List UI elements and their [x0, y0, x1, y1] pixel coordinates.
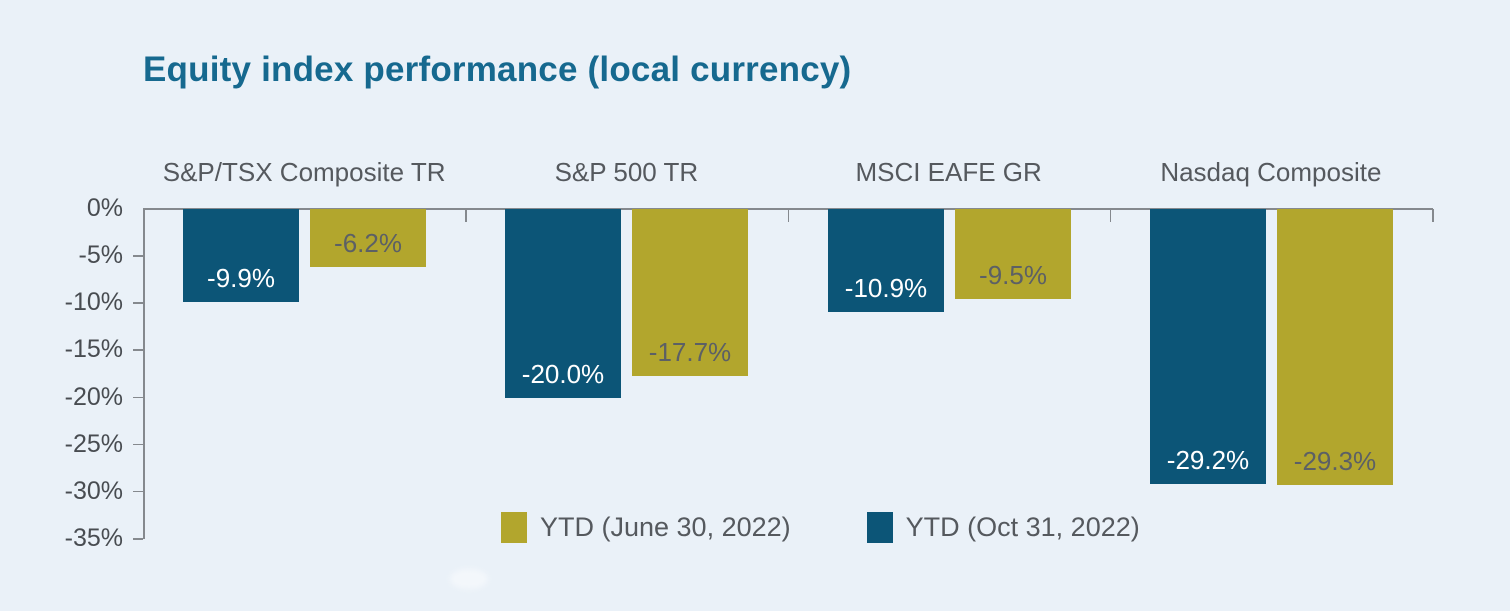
category-label: S&P/TSX Composite TR [162, 157, 446, 187]
category-label: Nasdaq Composite [1160, 157, 1382, 187]
bar-value-label: -17.7% [648, 337, 732, 367]
x-tick [787, 209, 789, 222]
x-tick [465, 209, 467, 222]
bar: -20.0% [505, 209, 621, 398]
y-tick [133, 396, 143, 399]
bar-value-label: -20.0% [521, 359, 605, 389]
y-axis-line [143, 208, 145, 539]
category-label: S&P 500 TR [554, 157, 699, 187]
y-tick [133, 302, 143, 304]
bar-value-label: -29.3% [1293, 446, 1377, 476]
bar: -17.7% [632, 209, 748, 376]
y-tick-label: -5% [78, 241, 123, 270]
bar: -9.5% [955, 209, 1071, 299]
legend-swatch-icon [501, 512, 527, 543]
y-tick [133, 490, 143, 493]
y-tick-label: -30% [64, 476, 123, 505]
y-tick-label: -10% [64, 288, 123, 317]
bar: -29.3% [1277, 209, 1393, 485]
bar: -29.2% [1150, 209, 1266, 484]
bar: -9.9% [183, 209, 299, 302]
x-tick [1432, 209, 1434, 222]
bar-value-label: -9.9% [207, 263, 275, 293]
category-label: MSCI EAFE GR [855, 157, 1042, 187]
faint-watermark-smudge [450, 569, 488, 589]
x-tick [1109, 209, 1112, 222]
x-axis-line [143, 208, 1433, 210]
y-tick-label: -25% [64, 429, 123, 458]
legend: YTD (June 30, 2022) YTD (Oct 31, 2022) [501, 512, 1140, 543]
bar: -6.2% [310, 209, 426, 267]
legend-item-ytd-june: YTD (June 30, 2022) [501, 512, 791, 543]
bar: -10.9% [828, 209, 944, 312]
legend-label: YTD (Oct 31, 2022) [905, 512, 1140, 542]
y-tick-label: 0% [86, 194, 123, 222]
legend-swatch-icon [866, 512, 893, 543]
y-tick-label: -20% [64, 382, 123, 411]
y-tick [133, 255, 143, 257]
y-tick [133, 349, 143, 351]
y-tick-label: -35% [64, 524, 123, 552]
bar-value-label: -6.2% [334, 228, 402, 258]
y-tick [133, 538, 143, 540]
legend-label: YTD (June 30, 2022) [540, 512, 791, 542]
y-tick-label: -15% [64, 335, 123, 364]
bar-value-label: -10.9% [844, 273, 928, 303]
bar-value-label: -9.5% [979, 260, 1047, 290]
chart-title: Equity index performance (local currency… [143, 50, 852, 89]
legend-item-ytd-oct: YTD (Oct 31, 2022) [866, 512, 1140, 543]
bar-value-label: -29.2% [1166, 445, 1250, 475]
y-tick [133, 443, 143, 446]
